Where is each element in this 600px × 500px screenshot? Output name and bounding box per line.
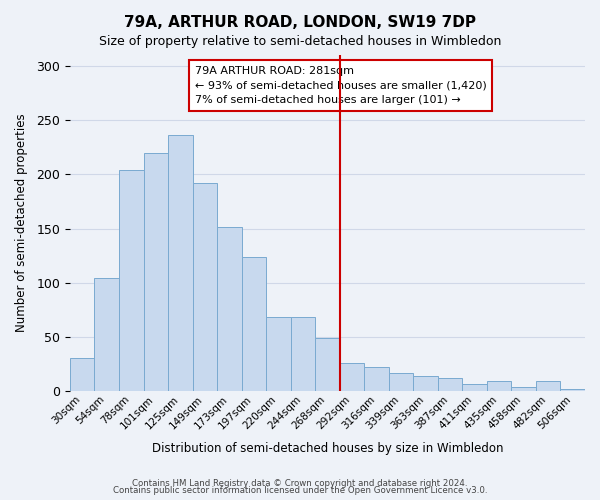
Bar: [487, 382, 511, 392]
Bar: [438, 378, 463, 392]
Bar: [560, 389, 585, 392]
Bar: [511, 387, 536, 392]
Text: 79A ARTHUR ROAD: 281sqm
← 93% of semi-detached houses are smaller (1,420)
7% of : 79A ARTHUR ROAD: 281sqm ← 93% of semi-de…: [195, 66, 487, 106]
Bar: [364, 368, 389, 392]
Bar: [389, 373, 413, 392]
Bar: [315, 338, 340, 392]
Bar: [143, 152, 168, 392]
Bar: [290, 318, 315, 392]
Text: Size of property relative to semi-detached houses in Wimbledon: Size of property relative to semi-detach…: [99, 35, 501, 48]
X-axis label: Distribution of semi-detached houses by size in Wimbledon: Distribution of semi-detached houses by …: [152, 442, 503, 455]
Bar: [94, 278, 119, 392]
Bar: [413, 376, 438, 392]
Bar: [536, 382, 560, 392]
Bar: [242, 257, 266, 392]
Bar: [463, 384, 487, 392]
Bar: [217, 228, 242, 392]
Bar: [266, 318, 290, 392]
Text: 79A, ARTHUR ROAD, LONDON, SW19 7DP: 79A, ARTHUR ROAD, LONDON, SW19 7DP: [124, 15, 476, 30]
Bar: [340, 363, 364, 392]
Bar: [168, 136, 193, 392]
Bar: [70, 358, 94, 392]
Bar: [119, 170, 143, 392]
Text: Contains public sector information licensed under the Open Government Licence v3: Contains public sector information licen…: [113, 486, 487, 495]
Bar: [193, 183, 217, 392]
Y-axis label: Number of semi-detached properties: Number of semi-detached properties: [15, 114, 28, 332]
Text: Contains HM Land Registry data © Crown copyright and database right 2024.: Contains HM Land Registry data © Crown c…: [132, 478, 468, 488]
